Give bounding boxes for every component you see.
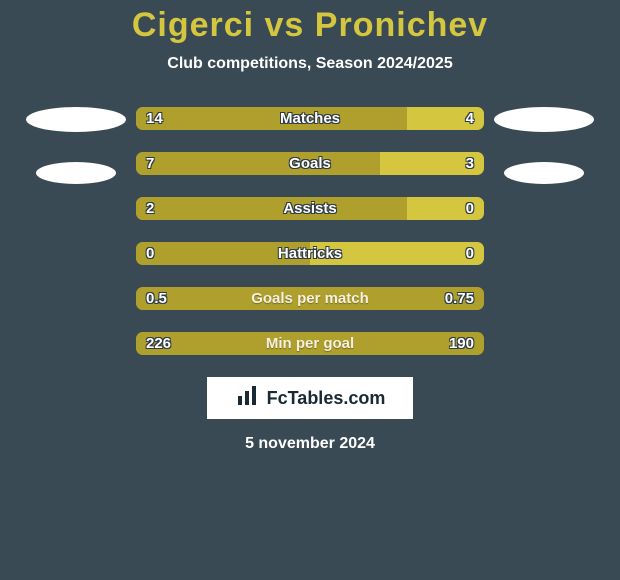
branding-chip: FcTables.com [207,377,413,419]
subtitle: Club competitions, Season 2024/2025 [167,55,452,73]
teamlogo-placeholder-right [504,162,584,184]
stat-bar: 14Matches4 [136,107,484,130]
stat-bar-left-fill [136,242,310,265]
page-title: Cigerci vs Pronichev [132,6,488,45]
right-avatar-column [484,107,604,184]
chart-icon [235,384,259,413]
stat-bar-left-fill [136,152,380,175]
footer-date: 5 november 2024 [245,435,375,453]
stat-bar: 7Goals3 [136,152,484,175]
teamlogo-placeholder-left [36,162,116,184]
stat-bar-left-fill [136,197,407,220]
left-avatar-column [16,107,136,184]
comparison-infographic: Cigerci vs Pronichev Club competitions, … [0,0,620,580]
stat-bar-left-fill [136,107,407,130]
stat-bar-right-fill [380,152,484,175]
stat-bar-right-fill [310,242,484,265]
stat-bars: 14Matches4 7Goals3 2Assists0 0Hattricks0 0.5… [136,107,484,355]
stat-bar-right-fill [407,197,484,220]
stats-block: 14Matches4 7Goals3 2Assists0 0Hattricks0 0.5… [0,107,620,355]
branding-text: FcTables.com [267,388,386,409]
stat-bar: 0.5Goals per match0.75 [136,287,484,310]
title-player-right: Pronichev [315,6,488,44]
stat-bar-right-fill [407,107,484,130]
stat-bar: 226Min per goal190 [136,332,484,355]
avatar-placeholder-right [494,107,594,132]
avatar-placeholder-left [26,107,126,132]
stat-bar: 0Hattricks0 [136,242,484,265]
stat-bar: 2Assists0 [136,197,484,220]
stat-bar-left-fill [136,332,484,355]
title-player-left: Cigerci [132,6,254,44]
stat-bar-left-fill [136,287,484,310]
title-vs: vs [254,6,315,44]
